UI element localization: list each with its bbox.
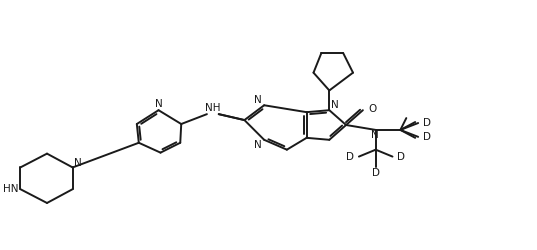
Text: N: N [255,95,262,105]
Text: D: D [397,152,405,162]
Text: D: D [423,132,431,142]
Text: N: N [331,100,339,110]
Text: D: D [346,152,354,162]
Text: D: D [423,118,431,128]
Text: HN: HN [3,184,18,194]
Text: N: N [255,140,262,150]
Text: O: O [369,104,377,114]
Text: N: N [155,99,162,109]
Text: NH: NH [205,103,221,113]
Text: N: N [371,130,379,140]
Text: D: D [372,168,380,178]
Text: N: N [74,158,82,168]
